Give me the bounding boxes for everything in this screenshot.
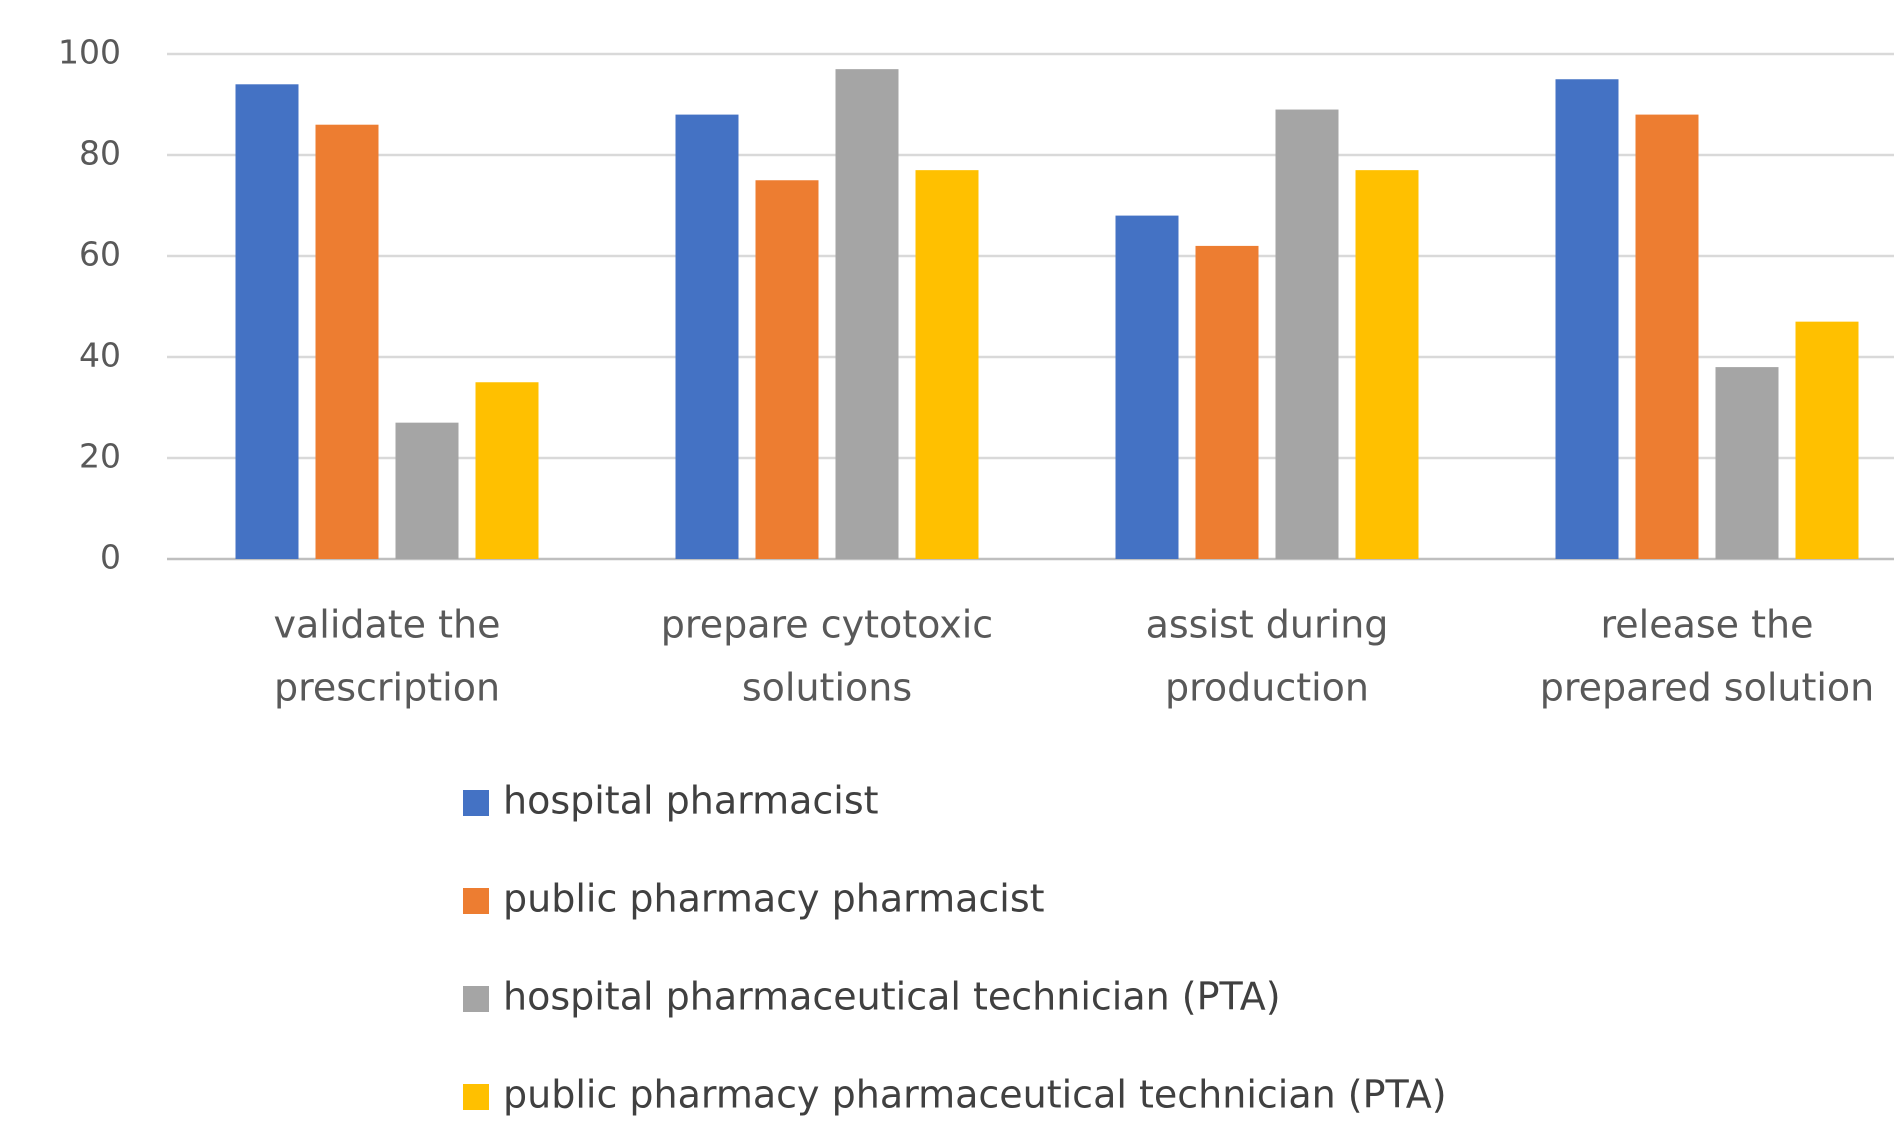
- bar: [835, 69, 899, 560]
- x-tick-label: production: [1165, 666, 1369, 710]
- bar: [1795, 321, 1859, 559]
- bar: [1275, 109, 1339, 560]
- bar: [1715, 367, 1779, 559]
- bar: [1555, 79, 1619, 559]
- bar: [1355, 170, 1419, 559]
- bar: [1115, 215, 1179, 559]
- bar: [755, 180, 819, 559]
- y-tick-label: 80: [79, 134, 121, 173]
- bar: [395, 422, 459, 559]
- legend-swatch: [463, 790, 489, 816]
- bar: [235, 84, 299, 560]
- y-tick-label: 40: [79, 336, 121, 375]
- bar: [1195, 245, 1259, 559]
- x-tick-label: prepared solution: [1540, 666, 1875, 710]
- bar: [1635, 114, 1699, 559]
- legend-label: hospital pharmacist: [503, 779, 879, 823]
- legend-label: public pharmacy pharmacist: [503, 877, 1045, 921]
- x-tick-label: solutions: [742, 666, 912, 710]
- bar: [915, 170, 979, 559]
- y-tick-label: 20: [79, 437, 121, 476]
- y-tick-label: 60: [79, 235, 121, 274]
- legend-label: public pharmacy pharmaceutical technicia…: [503, 1073, 1447, 1117]
- bar: [475, 382, 539, 559]
- x-tick-label: prepare cytotoxic: [661, 603, 993, 647]
- y-tick-label: 0: [100, 538, 121, 577]
- x-tick-label: prescription: [274, 666, 500, 710]
- legend-swatch: [463, 986, 489, 1012]
- legend-swatch: [463, 1084, 489, 1110]
- x-tick-label: validate the: [273, 603, 500, 647]
- legend-label: hospital pharmaceutical technician (PTA): [503, 975, 1281, 1019]
- legend-swatch: [463, 888, 489, 914]
- x-tick-label: release the: [1600, 603, 1813, 647]
- bar: [315, 124, 379, 559]
- x-tick-label: assist during: [1146, 603, 1389, 647]
- bar: [675, 114, 739, 559]
- y-tick-label: 100: [58, 33, 121, 72]
